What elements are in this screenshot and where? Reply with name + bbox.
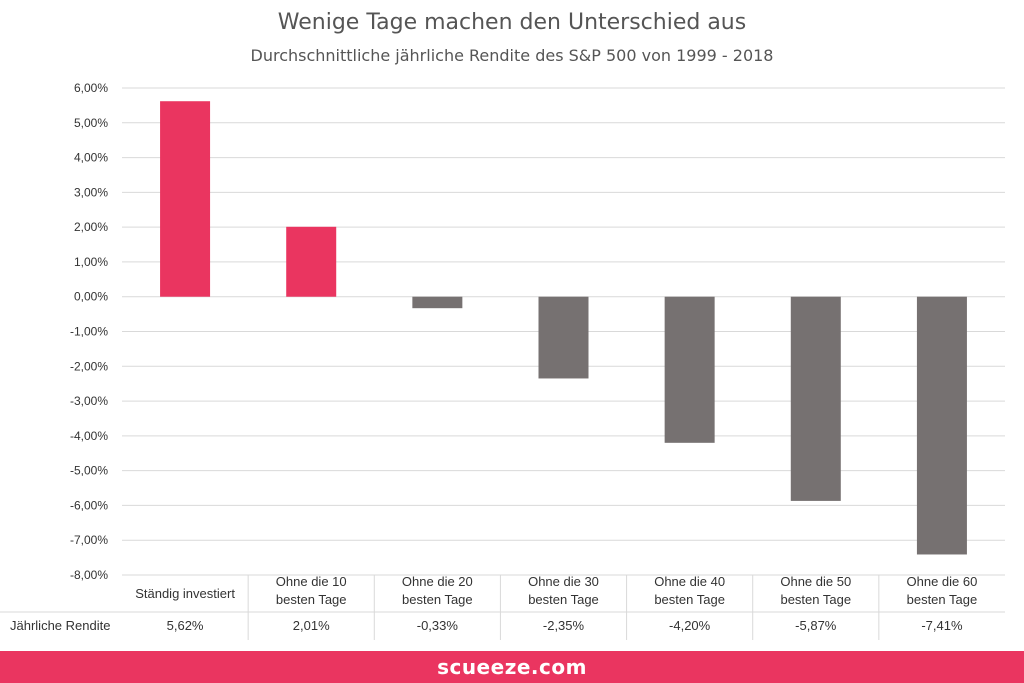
category-label: besten Tage [654,592,725,607]
chart-subtitle: Durchschnittliche jährliche Rendite des … [250,46,774,65]
category-label: Ständig investiert [135,586,235,601]
y-tick-label: 0,00% [74,290,108,304]
y-tick-label: 5,00% [74,116,108,130]
brand-footer: scueeze.com [0,651,1024,683]
bar [790,296,841,501]
bar [412,296,463,309]
category-label: Ohne die 40 [654,574,725,589]
category-label: Ohne die 30 [528,574,599,589]
category-label: besten Tage [907,592,978,607]
y-tick-label: -5,00% [70,464,108,478]
data-label: -5,87% [795,618,837,633]
bar [160,101,211,297]
y-tick-label: 3,00% [74,185,108,199]
y-tick-label: -7,00% [70,533,108,547]
data-label: -2,35% [543,618,585,633]
y-tick-label: 4,00% [74,151,108,165]
bar [538,296,589,379]
y-tick-label: -3,00% [70,394,108,408]
category-label: Ohne die 60 [907,574,978,589]
bar [664,296,715,443]
data-label: 2,01% [293,618,330,633]
category-label: Ohne die 10 [276,574,347,589]
table-row-header: Jährliche Rendite [10,618,110,633]
y-tick-label: -2,00% [70,359,108,373]
chart-title: Wenige Tage machen den Unterschied aus [277,10,747,35]
y-tick-label: 1,00% [74,255,108,269]
data-label: -7,41% [921,618,963,633]
y-tick-label: -8,00% [70,568,108,582]
data-label: -4,20% [669,618,711,633]
category-label: besten Tage [528,592,599,607]
category-label: Ohne die 20 [402,574,473,589]
data-label: 5,62% [167,618,204,633]
bar [916,296,967,555]
bar-chart: 6,00% 5,00% 4,00% 3,00% 2,00% 1,00% 0,00% -1,00… [0,81,1005,640]
y-tick-label: 2,00% [74,220,108,234]
category-label: Ohne die 50 [780,574,851,589]
data-label: -0,33% [417,618,459,633]
y-tick-label: 6,00% [74,81,108,95]
category-label: besten Tage [276,592,347,607]
y-tick-label: -1,00% [70,325,108,339]
category-label: besten Tage [780,592,851,607]
category-label: besten Tage [402,592,473,607]
y-tick-label: -6,00% [70,498,108,512]
y-tick-label: -4,00% [70,429,108,443]
bar [286,226,337,297]
